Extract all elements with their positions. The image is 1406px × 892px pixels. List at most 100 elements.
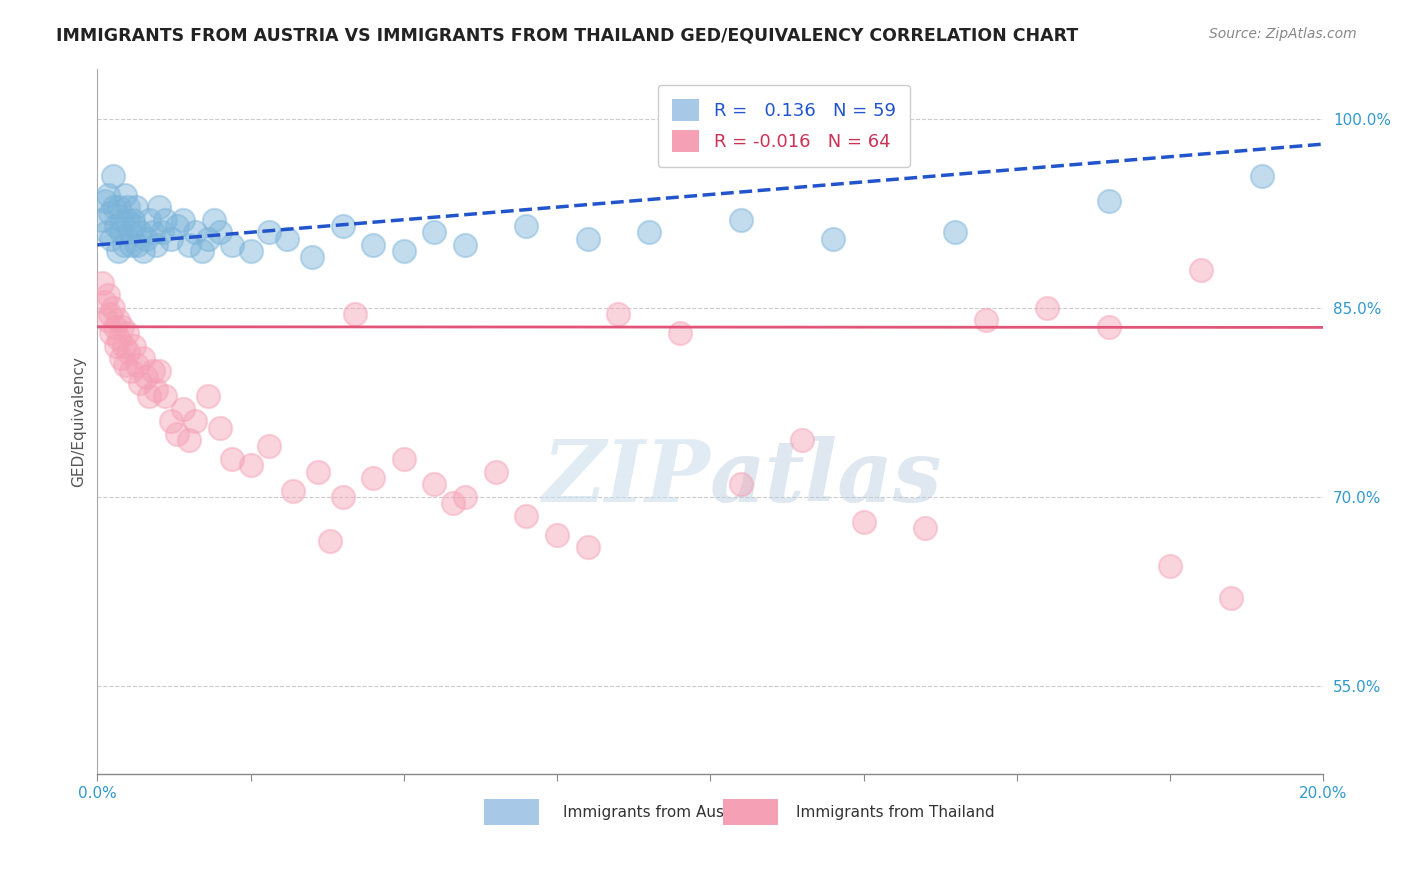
Point	[945, 225, 967, 239]
Point	[91, 212, 114, 227]
Text: Immigrants from Thailand: Immigrants from Thailand	[796, 805, 995, 821]
Point	[98, 307, 121, 321]
Point	[361, 238, 384, 252]
Point	[103, 319, 125, 334]
Point	[515, 508, 537, 523]
Point	[153, 212, 176, 227]
Point	[276, 231, 298, 245]
Point	[1189, 263, 1212, 277]
Y-axis label: GED/Equivalency: GED/Equivalency	[72, 356, 86, 487]
Point	[607, 307, 630, 321]
Point	[107, 332, 129, 346]
Point	[115, 326, 138, 340]
Point	[1098, 194, 1121, 208]
Point	[112, 238, 135, 252]
FancyBboxPatch shape	[723, 799, 778, 825]
Point	[160, 414, 183, 428]
Point	[111, 319, 134, 334]
Point	[546, 527, 568, 541]
Point	[208, 420, 231, 434]
Point	[454, 238, 477, 252]
Point	[485, 465, 508, 479]
Point	[117, 345, 139, 359]
Point	[1159, 559, 1181, 574]
Point	[132, 351, 155, 366]
Point	[184, 225, 207, 239]
Point	[104, 219, 127, 233]
Point	[423, 225, 446, 239]
Point	[104, 339, 127, 353]
Point	[127, 358, 149, 372]
Point	[638, 225, 661, 239]
Point	[110, 351, 132, 366]
Point	[107, 244, 129, 259]
Point	[792, 433, 814, 447]
Point	[576, 231, 599, 245]
Point	[138, 389, 160, 403]
Point	[132, 244, 155, 259]
Point	[190, 244, 212, 259]
Point	[515, 219, 537, 233]
Point	[145, 238, 167, 252]
Point	[730, 477, 752, 491]
Point	[852, 515, 875, 529]
Legend: R =   0.136   N = 59, R = -0.016   N = 64: R = 0.136 N = 59, R = -0.016 N = 64	[658, 85, 910, 167]
Point	[127, 238, 149, 252]
Point	[343, 307, 366, 321]
Point	[332, 219, 354, 233]
Point	[112, 339, 135, 353]
Point	[1251, 169, 1274, 183]
Point	[307, 465, 329, 479]
Point	[114, 358, 136, 372]
Point	[160, 231, 183, 245]
Point	[135, 231, 157, 245]
Point	[392, 244, 415, 259]
Point	[239, 458, 262, 473]
Point	[101, 169, 124, 183]
Point	[1036, 301, 1059, 315]
Point	[1220, 591, 1243, 605]
Point	[107, 313, 129, 327]
Point	[145, 383, 167, 397]
Point	[441, 496, 464, 510]
Point	[97, 187, 120, 202]
Text: ZIP: ZIP	[543, 436, 710, 519]
Point	[283, 483, 305, 498]
Point	[97, 288, 120, 302]
Point	[184, 414, 207, 428]
Point	[423, 477, 446, 491]
Point	[100, 326, 122, 340]
Point	[96, 225, 118, 239]
Point	[172, 212, 194, 227]
Point	[115, 212, 138, 227]
Point	[239, 244, 262, 259]
Point	[361, 471, 384, 485]
Point	[208, 225, 231, 239]
Point	[98, 206, 121, 220]
Text: atlas: atlas	[710, 436, 943, 519]
Point	[141, 364, 163, 378]
Point	[107, 200, 129, 214]
Point	[172, 401, 194, 416]
Point	[122, 219, 145, 233]
Point	[166, 426, 188, 441]
Point	[332, 490, 354, 504]
Point	[110, 225, 132, 239]
Point	[111, 212, 134, 227]
Point	[821, 231, 844, 245]
Point	[221, 238, 243, 252]
Point	[91, 276, 114, 290]
Point	[150, 225, 173, 239]
Point	[257, 440, 280, 454]
Text: Immigrants from Austria: Immigrants from Austria	[564, 805, 751, 821]
Point	[117, 200, 139, 214]
Point	[914, 521, 936, 535]
Point	[153, 389, 176, 403]
Point	[93, 294, 115, 309]
Point	[221, 452, 243, 467]
Text: Source: ZipAtlas.com: Source: ZipAtlas.com	[1209, 27, 1357, 41]
Point	[103, 200, 125, 214]
Point	[576, 541, 599, 555]
Point	[197, 389, 219, 403]
Point	[129, 225, 152, 239]
